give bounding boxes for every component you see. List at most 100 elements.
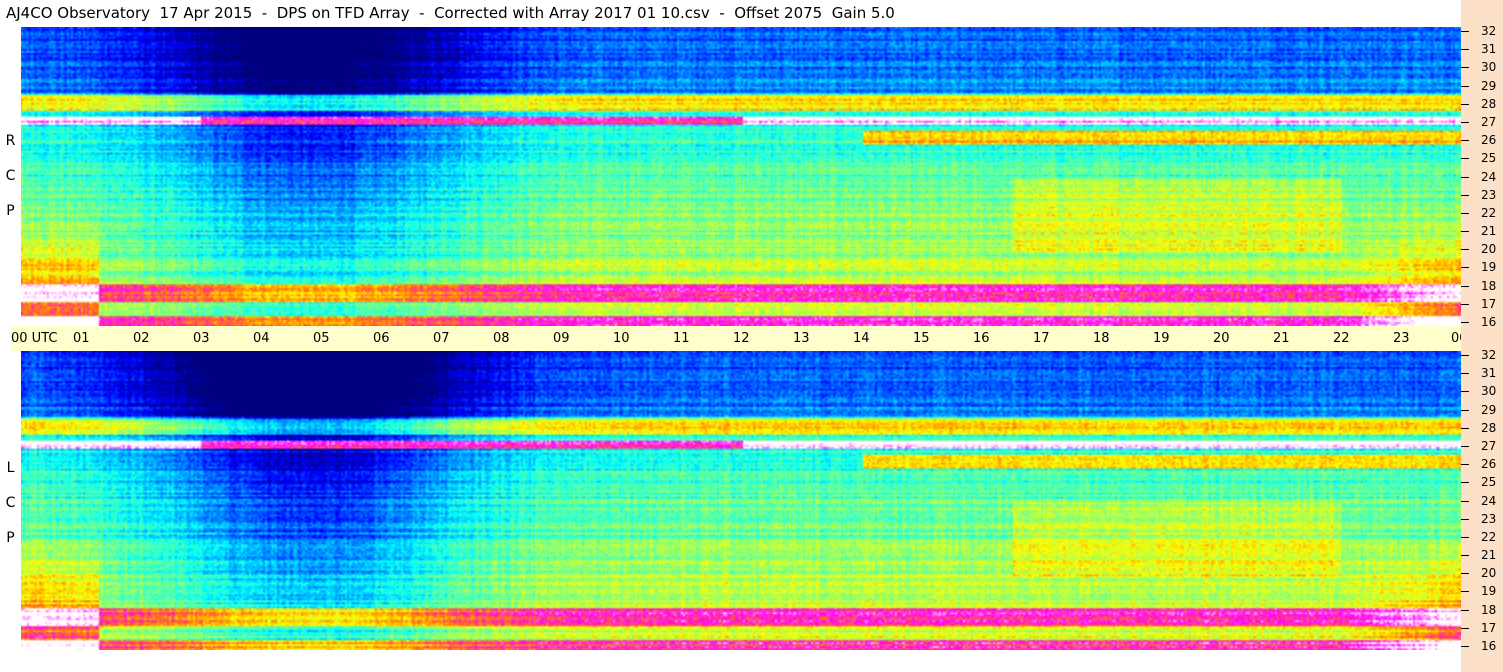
freq-tick-mark [1461, 464, 1469, 465]
freq-tick-label: 18 [1481, 603, 1497, 617]
utc-tick-8: 08 [493, 331, 510, 346]
freq-tick-label: 29 [1481, 79, 1497, 93]
freq-tick-label: 18 [1481, 279, 1497, 293]
rcp-label-p: P [6, 203, 15, 219]
rcp-label-c: C [5, 168, 16, 184]
lcp-heatmap-canvas [21, 351, 1461, 650]
lcp-label-c: C [5, 495, 16, 511]
freq-tick-label: 31 [1481, 42, 1497, 56]
freq-tick-label: 27 [1481, 439, 1497, 453]
utc-tick-19: 19 [1153, 331, 1170, 346]
utc-tick-17: 17 [1033, 331, 1050, 346]
freq-tick-mark [1461, 410, 1469, 411]
freq-tick-label: 17 [1481, 621, 1497, 635]
utc-tick-18: 18 [1093, 331, 1110, 346]
utc-tick-23: 23 [1393, 331, 1410, 346]
freq-tick-label: 23 [1481, 512, 1497, 526]
freq-tick-label: 25 [1481, 151, 1497, 165]
lcp-spectrogram [21, 351, 1461, 650]
freq-tick-mark [1461, 537, 1469, 538]
freq-tick-label: 20 [1481, 566, 1497, 580]
freq-tick-mark [1461, 122, 1469, 123]
left-label-strip [0, 27, 21, 672]
rcp-label-r: R [5, 133, 16, 149]
freq-tick-label: 22 [1481, 206, 1497, 220]
freq-tick-label: 21 [1481, 224, 1497, 238]
freq-tick-mark [1461, 31, 1469, 32]
freq-tick-label: 24 [1481, 494, 1497, 508]
utc-tick-6: 06 [373, 331, 390, 346]
freq-tick-mark [1461, 249, 1469, 250]
utc-tick-4: 04 [253, 331, 270, 346]
frequency-axis-strip [1461, 0, 1503, 672]
freq-tick-label: 26 [1481, 457, 1497, 471]
freq-tick-mark [1461, 67, 1469, 68]
freq-tick-mark [1461, 646, 1469, 647]
freq-tick-mark [1461, 304, 1469, 305]
freq-tick-label: 25 [1481, 475, 1497, 489]
utc-tick-15: 15 [913, 331, 930, 346]
freq-tick-label: 16 [1481, 639, 1497, 653]
freq-tick-label: 16 [1481, 315, 1497, 329]
utc-tick-5: 05 [313, 331, 330, 346]
freq-tick-label: 24 [1481, 170, 1497, 184]
freq-tick-label: 30 [1481, 384, 1497, 398]
utc-tick-1: 01 [73, 331, 90, 346]
freq-tick-label: 30 [1481, 60, 1497, 74]
freq-tick-label: 26 [1481, 133, 1497, 147]
utc-tick-2: 02 [133, 331, 150, 346]
freq-tick-label: 28 [1481, 421, 1497, 435]
freq-tick-mark [1461, 501, 1469, 502]
utc-tick-7: 07 [433, 331, 450, 346]
utc-tick-3: 03 [193, 331, 210, 346]
freq-tick-mark [1461, 213, 1469, 214]
freq-tick-mark [1461, 628, 1469, 629]
utc-tick-0: 00 UTC [11, 331, 58, 346]
freq-tick-mark [1461, 231, 1469, 232]
freq-tick-mark [1461, 49, 1469, 50]
freq-tick-mark [1461, 177, 1469, 178]
freq-tick-mark [1461, 591, 1469, 592]
freq-tick-label: 19 [1481, 260, 1497, 274]
freq-tick-label: 29 [1481, 403, 1497, 417]
rcp-spectrogram [21, 27, 1461, 326]
freq-tick-mark [1461, 140, 1469, 141]
freq-tick-label: 21 [1481, 548, 1497, 562]
utc-tick-14: 14 [853, 331, 870, 346]
rcp-heatmap-canvas [21, 27, 1461, 326]
utc-tick-11: 11 [673, 331, 690, 346]
freq-tick-mark [1461, 573, 1469, 574]
utc-tick-16: 16 [973, 331, 990, 346]
freq-tick-mark [1461, 428, 1469, 429]
utc-tick-12: 12 [733, 331, 750, 346]
freq-tick-mark [1461, 286, 1469, 287]
freq-tick-mark [1461, 355, 1469, 356]
utc-tick-22: 22 [1333, 331, 1350, 346]
freq-tick-mark [1461, 267, 1469, 268]
lcp-label-l: L [6, 460, 15, 476]
freq-tick-mark [1461, 104, 1469, 105]
freq-tick-mark [1461, 373, 1469, 374]
freq-tick-label: 32 [1481, 24, 1497, 38]
freq-tick-mark [1461, 195, 1469, 196]
freq-tick-mark [1461, 555, 1469, 556]
freq-tick-mark [1461, 158, 1469, 159]
utc-tick-9: 09 [553, 331, 570, 346]
freq-tick-mark [1461, 446, 1469, 447]
freq-tick-mark [1461, 519, 1469, 520]
utc-tick-10: 10 [613, 331, 630, 346]
chart-title: AJ4CO Observatory 17 Apr 2015 - DPS on T… [6, 4, 895, 22]
lcp-label-p: P [6, 530, 15, 546]
utc-time-axis: 00 UTC 01 02 03 04 05 06 07 08 09 10 11 12 13 14 15 16 17… [11, 326, 1500, 351]
bottom-margin [21, 650, 1461, 672]
freq-tick-label: 19 [1481, 584, 1497, 598]
freq-tick-label: 22 [1481, 530, 1497, 544]
freq-tick-label: 32 [1481, 348, 1497, 362]
freq-tick-label: 27 [1481, 115, 1497, 129]
freq-tick-label: 31 [1481, 366, 1497, 380]
freq-tick-mark [1461, 610, 1469, 611]
freq-tick-label: 20 [1481, 242, 1497, 256]
utc-tick-13: 13 [793, 331, 810, 346]
freq-tick-mark [1461, 86, 1469, 87]
freq-tick-label: 23 [1481, 188, 1497, 202]
